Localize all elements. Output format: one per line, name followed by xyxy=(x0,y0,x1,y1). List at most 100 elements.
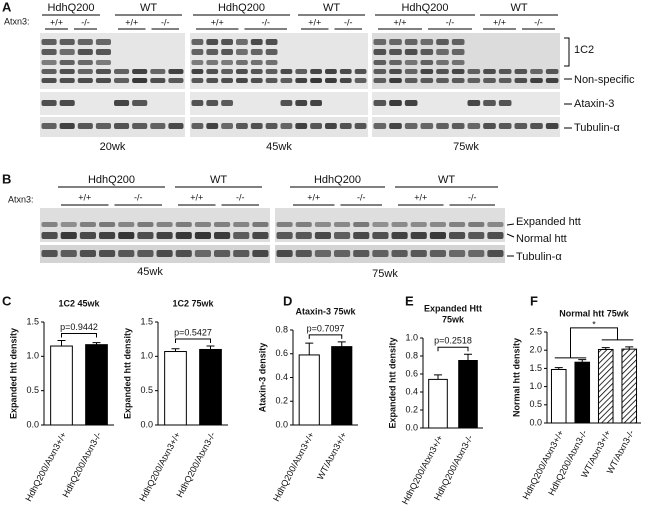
y-tick-label: 0.5 xyxy=(140,385,153,395)
blot-band xyxy=(99,232,116,239)
blot-band xyxy=(60,222,77,227)
blot-band xyxy=(175,232,192,239)
blot-band xyxy=(214,232,231,239)
blot-band xyxy=(545,69,559,74)
blot-band xyxy=(410,250,427,257)
blot-band xyxy=(334,222,351,227)
timepoint-label: 75wk xyxy=(453,141,479,153)
bracket xyxy=(564,37,570,67)
blot-band xyxy=(59,100,75,106)
timepoint-label: 45wk xyxy=(266,141,292,153)
blot-band xyxy=(468,250,485,257)
blot-band xyxy=(372,222,389,227)
blot-band xyxy=(221,49,233,55)
blot-band xyxy=(194,250,211,257)
blot-band xyxy=(391,222,408,227)
bar xyxy=(574,361,591,424)
error-bar xyxy=(578,359,587,363)
error-bar xyxy=(434,374,442,380)
genotype-label: +/+ xyxy=(50,17,63,27)
annotation: p=0.9442 xyxy=(60,322,98,332)
blot-band xyxy=(114,100,130,106)
blot-band xyxy=(95,69,111,74)
blot-band xyxy=(295,78,308,83)
x-tick-label: HdhQ200/Atxn3-/- xyxy=(174,430,217,499)
bar xyxy=(199,348,222,426)
blot-band xyxy=(114,123,130,129)
blot-band xyxy=(404,60,418,65)
blot-panel xyxy=(40,92,185,115)
genotype-label: -/- xyxy=(262,17,271,27)
genotype-label: -/- xyxy=(446,17,455,27)
blot-band xyxy=(325,123,337,129)
blot-band xyxy=(41,49,57,55)
blot-band xyxy=(276,222,293,227)
row-label: Atxn3: xyxy=(4,16,30,26)
chart-title: Normal htt 75wk xyxy=(559,308,630,318)
blot-band xyxy=(59,78,75,83)
blot-band xyxy=(150,123,166,129)
chart-title: 1C2 45wk xyxy=(58,298,100,308)
y-tick-label: 1.5 xyxy=(140,316,153,326)
band-label: Tubulin-α xyxy=(574,122,620,134)
annotation: p=0.7097 xyxy=(307,323,345,333)
y-tick-label: 0.0 xyxy=(275,419,288,429)
genotype-label: +/+ xyxy=(493,17,506,27)
blot-panel xyxy=(40,245,270,263)
blot-band xyxy=(373,69,387,74)
blot-band xyxy=(310,69,322,74)
rule xyxy=(506,223,515,226)
blot-band xyxy=(132,100,148,106)
blot-band xyxy=(250,78,263,83)
x-tick-label: HdhQ200/Atxn3+/+ xyxy=(271,430,316,503)
group-label: HdhQ200 xyxy=(401,2,448,14)
blot-band xyxy=(487,222,504,227)
group-label: WT xyxy=(438,174,455,186)
blot-band xyxy=(468,222,485,227)
blot-band xyxy=(79,222,96,227)
blot-band xyxy=(79,250,96,257)
group-label: HdhQ200 xyxy=(88,174,135,186)
bar xyxy=(331,346,353,426)
blot-band xyxy=(41,250,58,257)
blot-band xyxy=(514,123,528,129)
blot-band xyxy=(156,250,173,257)
blot-band xyxy=(250,69,263,74)
blot-band xyxy=(404,69,418,74)
blot-band xyxy=(191,49,204,55)
blot-band xyxy=(221,78,233,83)
genotype-label: +/+ xyxy=(414,192,427,202)
blot-band xyxy=(404,39,418,45)
genotype-label: -/- xyxy=(134,192,143,202)
blot-band xyxy=(498,78,512,83)
blot-band xyxy=(95,60,111,65)
blot-band xyxy=(59,39,75,45)
blot-band xyxy=(514,78,528,83)
blot-band xyxy=(451,49,465,55)
blot-band xyxy=(429,222,446,227)
blot-band xyxy=(449,222,466,227)
rule xyxy=(506,233,515,238)
error-bar xyxy=(337,341,346,347)
band-label: Non-specific xyxy=(574,74,635,86)
blot-band xyxy=(389,100,402,106)
blot-band xyxy=(41,232,58,239)
blot-band xyxy=(191,78,204,83)
blot-band xyxy=(276,250,293,257)
blot-band xyxy=(334,250,351,257)
significance-bracket xyxy=(175,338,211,344)
y-tick-label: 1.0 xyxy=(26,351,39,361)
error-bar xyxy=(92,342,101,345)
blot-band xyxy=(514,69,528,74)
annotation: * xyxy=(592,319,596,329)
blot-band xyxy=(221,100,233,106)
group-label: WT xyxy=(323,2,340,14)
group-label: WT xyxy=(510,2,527,14)
blot-band xyxy=(114,78,130,83)
y-tick-label: 2.0 xyxy=(529,345,542,355)
blot-band xyxy=(373,100,387,106)
genotype-label: +/+ xyxy=(393,17,406,27)
blot-band xyxy=(191,69,204,74)
blot-panel xyxy=(40,117,185,137)
panel-label: F xyxy=(530,293,538,308)
